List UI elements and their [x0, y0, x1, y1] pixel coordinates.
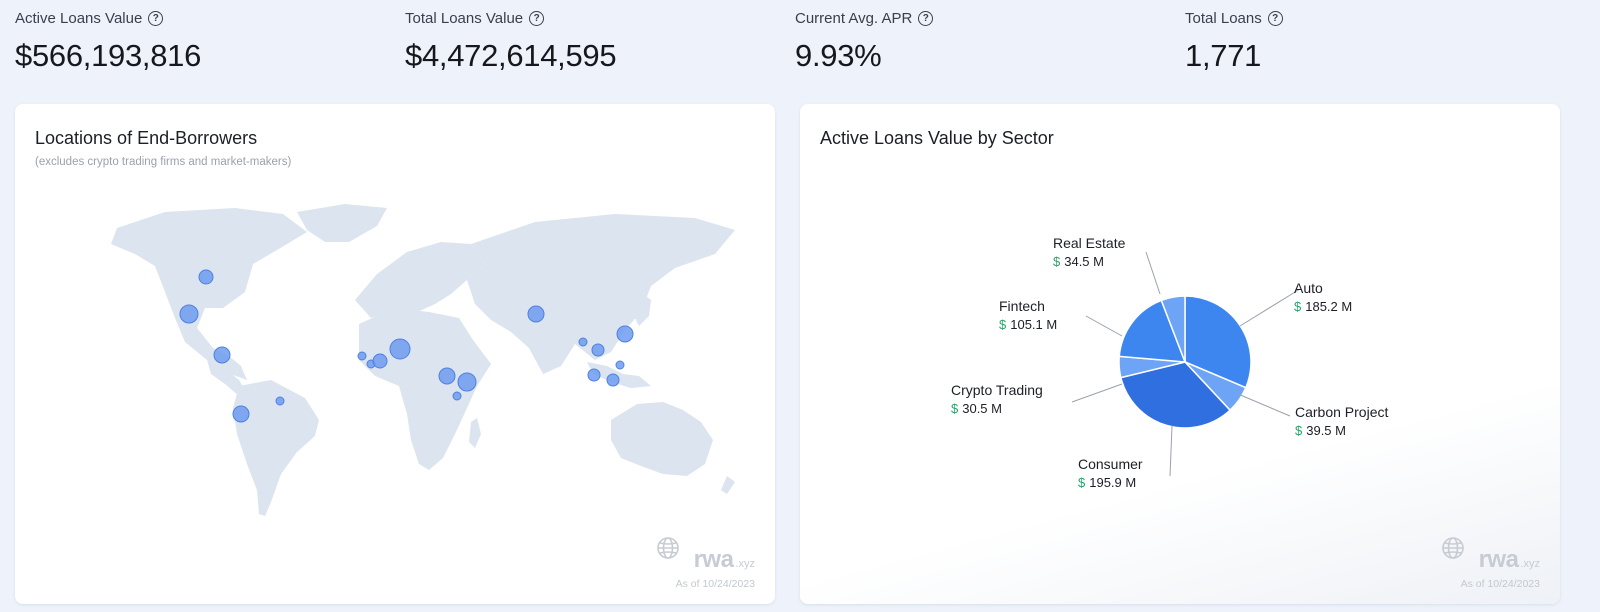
pie-label-crypto-trading: Crypto Trading $30.5 M — [951, 382, 1043, 416]
borrower-location-marker — [372, 353, 388, 369]
stat-label: Total Loans — [1185, 10, 1262, 27]
stat-value: 1,771 — [1185, 38, 1262, 73]
card-title: Active Loans Value by Sector — [820, 128, 1054, 148]
landmass-south-america — [233, 380, 319, 516]
pie-label-consumer: Consumer $195.9 M — [1078, 456, 1143, 490]
leader-line-real-estate — [1145, 251, 1161, 295]
stat-label: Active Loans Value — [15, 10, 143, 27]
map-card: Locations of End-Borrowers (excludes cry… — [15, 104, 775, 604]
borrower-location-marker — [457, 372, 477, 392]
stat-value: $4,472,614,595 — [405, 38, 617, 73]
borrower-location-marker — [213, 346, 231, 364]
landmass-indonesia — [587, 362, 651, 388]
leader-line-auto — [1239, 288, 1301, 327]
stat-label: Total Loans Value — [405, 10, 524, 27]
leader-line-carbon-project — [1237, 393, 1291, 417]
as-of-date: As of 10/24/2023 — [675, 578, 755, 590]
pie-label-auto: Auto $185.2 M — [1294, 280, 1353, 314]
rwa-watermark: rwa .xyz — [694, 546, 755, 574]
borrower-location-marker — [527, 305, 545, 323]
help-icon[interactable]: ? — [148, 11, 164, 26]
stat-value: 9.93% — [795, 38, 882, 73]
landmass-uk — [383, 266, 395, 288]
landmass-madagascar — [469, 418, 481, 448]
stat-value: $566,193,816 — [15, 38, 202, 73]
borrower-location-marker — [389, 338, 411, 360]
borrower-location-marker — [615, 360, 625, 370]
leader-line-crypto-trading — [1071, 383, 1123, 403]
help-icon[interactable]: ? — [918, 11, 934, 26]
stat-label: Current Avg. APR — [795, 10, 913, 27]
borrower-location-marker — [616, 325, 634, 343]
world-map[interactable] — [15, 104, 775, 604]
watermark-brand: rwa — [693, 546, 734, 573]
watermark-tld: .xyz — [1520, 558, 1540, 570]
pie-slice-real-estate[interactable] — [1160, 295, 1186, 363]
card-title: Locations of End-Borrowers — [35, 128, 258, 148]
watermark-tld: .xyz — [735, 558, 755, 570]
pie-slice-consumer[interactable] — [1119, 361, 1232, 429]
landmass-greenland — [297, 204, 387, 242]
borrower-location-marker — [357, 351, 367, 361]
as-of-date: As of 10/24/2023 — [1460, 578, 1540, 590]
watermark-brand: rwa — [1478, 546, 1519, 573]
help-icon[interactable]: ? — [1267, 11, 1283, 26]
globe-icon — [657, 537, 679, 559]
pie-slice-fintech[interactable] — [1118, 299, 1187, 363]
pie-label-carbon-project: Carbon Project $39.5 M — [1295, 404, 1389, 438]
globe-icon — [1442, 537, 1464, 559]
landmass-europe — [355, 242, 485, 318]
borrower-location-marker — [232, 405, 250, 423]
landmass-central-america — [207, 360, 247, 396]
leader-line-fintech — [1085, 315, 1123, 337]
borrower-location-marker — [591, 343, 605, 357]
help-icon[interactable]: ? — [529, 11, 545, 26]
borrower-location-marker — [179, 304, 199, 324]
landmass-new-zealand — [721, 476, 735, 494]
pie-label-real-estate: Real Estate $34.5 M — [1053, 235, 1126, 269]
borrower-location-marker — [587, 368, 601, 382]
borrower-location-marker — [606, 373, 620, 387]
landmass-north-america — [111, 208, 307, 380]
landmass-asia — [467, 214, 735, 374]
card-subtitle: (excludes crypto trading firms and marke… — [35, 156, 292, 168]
rwa-watermark: rwa .xyz — [1479, 546, 1540, 574]
landmass-australia — [611, 402, 713, 476]
borrower-location-marker — [452, 391, 462, 401]
pie-label-fintech: Fintech $105.1 M — [999, 298, 1058, 332]
sector-pie-chart[interactable] — [800, 104, 1560, 604]
borrower-location-marker — [198, 269, 214, 285]
leader-line-consumer — [1169, 425, 1173, 477]
borrower-location-marker — [438, 367, 456, 385]
sector-pie-card: Active Loans Value by Sector Real Estate… — [800, 104, 1560, 604]
landmass-japan — [635, 294, 651, 326]
borrower-location-marker — [578, 337, 588, 347]
borrower-location-marker — [275, 396, 285, 406]
